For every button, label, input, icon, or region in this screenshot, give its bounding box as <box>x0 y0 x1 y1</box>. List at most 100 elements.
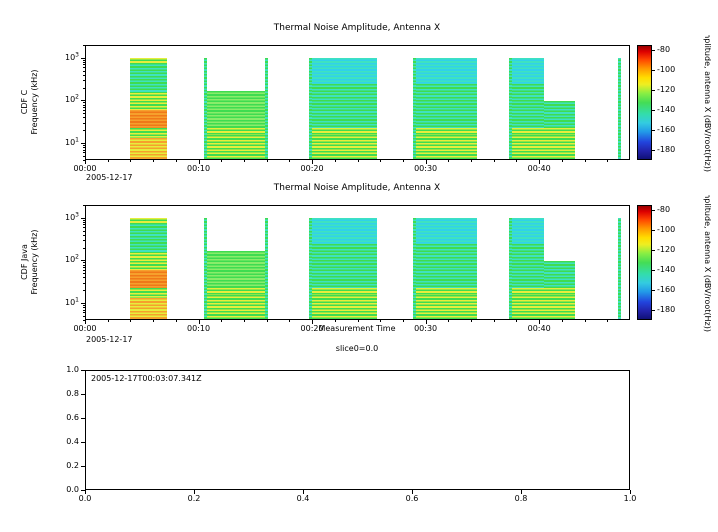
slice-plot[interactable] <box>85 370 630 490</box>
colorbar-tick <box>652 150 655 151</box>
heatmap-segment <box>412 134 478 159</box>
y-tick-label: 0.6 <box>66 413 79 422</box>
y-tick <box>81 260 85 262</box>
heatmap-segment <box>617 57 622 159</box>
colorbar-tick <box>652 250 655 251</box>
heatmap-segment <box>412 217 478 244</box>
y-tick-label: 102 <box>64 253 79 265</box>
y-tick-label: 101 <box>64 136 79 148</box>
slice-context-label: slice0=0.0 <box>335 344 379 353</box>
y-minor-tick <box>83 273 85 275</box>
x-minor-tick <box>243 160 245 162</box>
x-tick-label: 00:30 <box>414 324 438 333</box>
y-minor-tick <box>83 147 85 149</box>
x-minor-tick <box>516 160 518 162</box>
x-minor-tick <box>289 160 291 162</box>
colorbar-tick <box>652 230 655 231</box>
x-axis-date-cdf-java: 2005-12-17 <box>86 335 133 344</box>
heatmap-segment <box>412 57 417 159</box>
colorbar <box>637 205 652 320</box>
y-minor-tick <box>83 155 85 157</box>
x-minor-tick <box>357 320 359 322</box>
y-minor-tick <box>83 61 85 63</box>
heatmap-segment <box>130 253 167 270</box>
spectrogram-cdf-java[interactable] <box>85 205 630 320</box>
heatmap-segment <box>412 217 417 319</box>
y-minor-tick <box>83 224 85 226</box>
heatmap-segment <box>308 294 377 319</box>
y-minor-tick <box>83 307 85 309</box>
y-minor-tick <box>83 247 85 249</box>
colorbar-tick-label: -120 <box>657 85 676 94</box>
x-minor-tick <box>493 320 495 322</box>
x-tick <box>198 320 200 324</box>
y-tick <box>81 303 85 305</box>
heatmap-segment <box>308 243 377 288</box>
x-axis-date-cdf-c: 2005-12-17 <box>86 173 133 182</box>
heatmap-segment <box>130 62 167 94</box>
y-tick <box>81 217 85 219</box>
y-minor-tick <box>83 152 85 154</box>
y-tick-label: 1.0 <box>66 365 79 374</box>
heatmap-segment <box>509 243 545 288</box>
heatmap-segment <box>509 57 513 159</box>
colorbar <box>637 45 652 160</box>
x-tick <box>521 490 522 494</box>
colorbar-tick <box>652 270 655 271</box>
y-tick <box>81 394 85 395</box>
y-minor-tick <box>83 320 85 321</box>
y-minor-tick <box>83 240 85 242</box>
x-minor-tick <box>266 320 268 322</box>
x-minor-tick <box>221 160 223 162</box>
y-minor-tick <box>83 227 85 229</box>
heatmap-segment <box>544 261 575 288</box>
x-tick-label: 00:40 <box>527 324 551 333</box>
y-minor-tick <box>83 221 85 223</box>
y-minor-tick <box>83 59 85 61</box>
y-minor-tick <box>83 264 85 266</box>
x-minor-tick <box>243 320 245 322</box>
y-axis-label-line: CDF Java <box>20 244 29 280</box>
x-tick-label: 00:40 <box>527 164 551 173</box>
heatmap-segment <box>130 128 167 138</box>
heatmap-segment <box>264 217 269 319</box>
colorbar-label-wrap-cdf-java: Amplitude, antenna X (dBV/root(Hz)) <box>701 195 715 344</box>
x-tick <box>539 160 541 164</box>
y-minor-tick <box>83 267 85 269</box>
colorbar-tick <box>652 90 655 91</box>
y-tick <box>81 490 85 491</box>
heatmap-segment <box>308 217 377 244</box>
x-minor-tick <box>493 160 495 162</box>
x-minor-tick <box>289 320 291 322</box>
spectrogram-cdf-c[interactable] <box>85 45 630 160</box>
x-tick <box>425 160 427 164</box>
y-minor-tick <box>83 80 85 82</box>
heatmap-segment <box>509 294 575 319</box>
colorbar-tick-label: -160 <box>657 285 676 294</box>
x-minor-tick <box>334 320 336 322</box>
y-tick <box>81 418 85 419</box>
heatmap-segment <box>412 57 478 84</box>
y-minor-tick <box>83 107 85 109</box>
colorbar-axis-label: Amplitude, antenna X (dBV/root(Hz)) <box>703 195 712 332</box>
colorbar-tick-label: -140 <box>657 265 676 274</box>
colorbar-tick <box>652 290 655 291</box>
heatmap-segment <box>412 288 478 295</box>
y-minor-tick <box>83 109 85 111</box>
colorbar-tick-label: -80 <box>657 45 671 54</box>
y-minor-tick <box>83 160 85 161</box>
y-minor-tick <box>83 282 85 284</box>
y-tick <box>81 466 85 467</box>
heatmap-segment <box>509 217 513 319</box>
heatmap-segment <box>509 57 545 84</box>
x-minor-tick <box>380 320 382 322</box>
x-tick-label: 0.8 <box>514 494 528 503</box>
heatmap-segment <box>130 222 167 254</box>
y-minor-tick <box>83 64 85 66</box>
x-minor-tick <box>130 160 132 162</box>
y-tick-label: 102 <box>64 93 79 105</box>
slice-timestamp-annotation: 2005-12-17T00:03:07.341Z <box>91 374 202 383</box>
colorbar-tick-label: -180 <box>657 145 676 154</box>
x-minor-tick <box>107 320 109 322</box>
y-minor-tick <box>83 102 85 104</box>
